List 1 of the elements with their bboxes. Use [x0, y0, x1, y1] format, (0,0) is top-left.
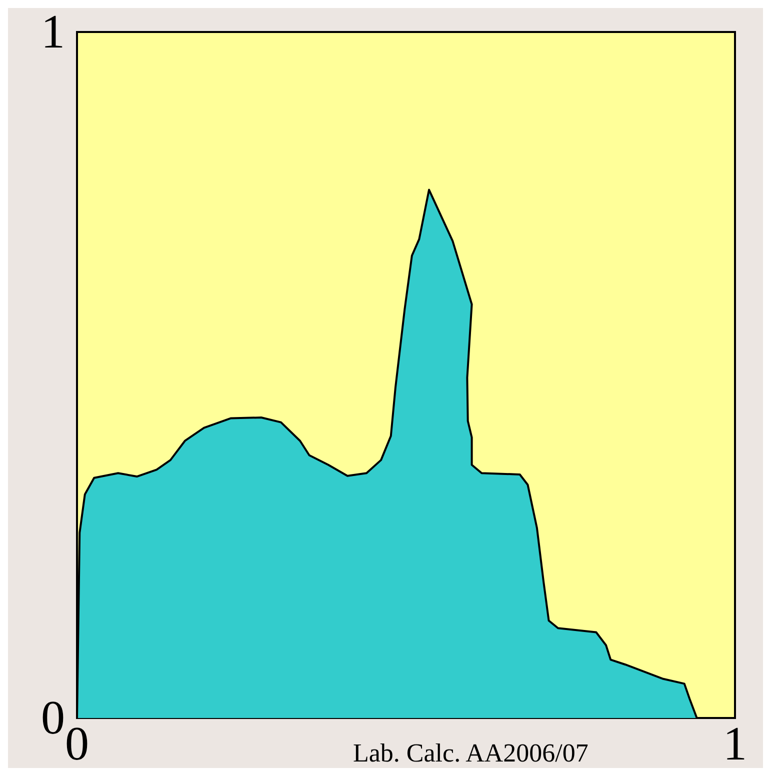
text: Lab. Calc. AA2006/07 — [353, 738, 588, 768]
